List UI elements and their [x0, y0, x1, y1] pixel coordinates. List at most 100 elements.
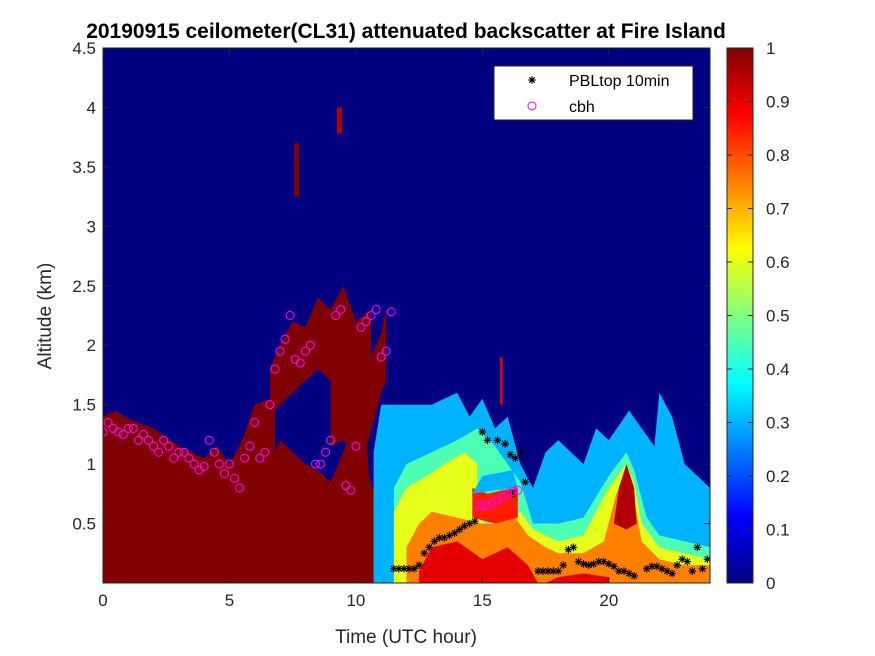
pbltop-point — [450, 529, 459, 537]
cbh-point — [305, 340, 315, 350]
x-tick-label: 15 — [473, 591, 492, 610]
pbltop-point — [415, 561, 423, 569]
cbh-point — [149, 441, 159, 451]
heatmap-region-8 — [472, 470, 518, 494]
pbltop-point — [569, 543, 578, 552]
heatmap-regions — [103, 107, 710, 583]
pbltop-point — [465, 519, 474, 528]
cbh-point — [255, 453, 265, 463]
cbh-point — [184, 453, 194, 463]
cbh-point — [245, 441, 255, 451]
pbltop-point — [445, 531, 454, 540]
colorbar-tick-label: 1 — [766, 39, 775, 58]
cbh-point — [295, 358, 305, 368]
heatmap-region-10 — [336, 107, 342, 134]
cbh-point — [326, 435, 336, 445]
heatmap-region-4 — [406, 470, 710, 583]
cbh-point — [477, 501, 487, 511]
pbltop-point — [683, 557, 692, 566]
cbh-point — [513, 485, 523, 495]
cbh-point — [376, 352, 386, 362]
plot-frame — [102, 47, 711, 584]
cbh-point — [270, 364, 280, 374]
cbh-point — [361, 316, 371, 326]
y-tick-label: 3.5 — [72, 158, 96, 177]
pbltop-point — [455, 525, 464, 534]
colorbar-tick-label: 0 — [766, 574, 775, 593]
colorbar-tick-label: 0.7 — [766, 200, 790, 219]
y-tick-label: 2 — [87, 336, 96, 355]
pbltop-point — [483, 436, 492, 445]
cbh-point — [169, 453, 179, 463]
pbltop-point — [539, 567, 547, 575]
cbh-point — [138, 429, 148, 439]
pbltop-point — [673, 561, 681, 569]
pbltop-point — [630, 572, 638, 580]
legend-circle-marker — [527, 101, 537, 111]
pbltop-point — [516, 448, 525, 457]
cbh-point — [265, 400, 275, 410]
cbh-point — [381, 346, 391, 356]
pbltop-point — [410, 564, 418, 573]
cbh-point — [346, 485, 356, 495]
pbltop-point — [478, 428, 487, 436]
cbh-point — [113, 427, 123, 437]
y-axis-label: Altitude (km) — [35, 263, 56, 370]
pbltop-point — [506, 450, 514, 459]
cbh-point — [164, 441, 174, 451]
cbh-point — [300, 346, 310, 356]
cbh-point — [240, 453, 250, 463]
cbh-point — [179, 447, 189, 457]
colorbar-tick-label: 0.3 — [766, 414, 790, 433]
pbltop-point — [703, 555, 710, 564]
cbh-point — [209, 447, 219, 457]
markers — [103, 305, 710, 580]
legend: PBLtop 10min cbh — [493, 65, 694, 121]
cbh-point — [128, 423, 138, 433]
pbltop-point — [574, 557, 583, 566]
pbltop-point — [615, 567, 623, 575]
pbltop-point — [584, 561, 593, 569]
x-axis-label: Time (UTC hour) — [335, 627, 477, 648]
cbh-point — [482, 501, 492, 511]
y-axis-ticks: 0.5 1 1.5 2 2.5 3 3.5 4 4.5 — [72, 39, 710, 534]
cbh-point — [275, 346, 285, 356]
cbh-point — [219, 469, 229, 479]
colorbar-tick-label: 0.8 — [766, 146, 790, 165]
cbh-point — [103, 418, 113, 427]
chart-title: 20190915 ceilometer(CL31) attenuated bac… — [86, 20, 726, 43]
colorbar-ticks: 0 0.1 0.2 0.3 0.4 0.5 0.6 0.7 0.8 0.9 1 — [727, 39, 790, 593]
cbh-point — [371, 305, 381, 315]
cbh-point — [503, 489, 513, 499]
cbh-point — [493, 495, 503, 505]
cbh-point — [189, 459, 199, 469]
plot-area — [102, 47, 711, 584]
cbh-point — [336, 305, 346, 315]
colorbar-tick-label: 0.5 — [766, 307, 790, 326]
y-tick-label: 2.5 — [72, 277, 96, 296]
pbltop-point — [470, 517, 479, 525]
cbh-point — [321, 447, 331, 457]
heatmap-region-0 — [103, 285, 407, 583]
x-tick-label: 10 — [346, 591, 365, 610]
cbh-point — [331, 311, 341, 320]
cbh-point — [366, 311, 376, 320]
pbltop-point — [698, 564, 707, 573]
pbltop-point — [653, 562, 661, 571]
cbh-point — [103, 427, 108, 437]
pbltop-point — [688, 567, 697, 575]
colorbar-tick-label: 0.9 — [766, 93, 790, 112]
x-tick-label: 20 — [599, 591, 618, 610]
colorbar-tick-label: 0.2 — [766, 467, 790, 486]
pbltop-point — [430, 537, 439, 546]
legend-label: cbh — [569, 99, 595, 116]
pbltop-point — [493, 436, 502, 445]
cbh-point — [472, 501, 482, 511]
heatmap-region-5 — [419, 541, 609, 583]
colorbar-tick-label: 0.6 — [766, 253, 790, 272]
pbltop-point — [554, 567, 563, 575]
legend-entry: cbh — [527, 99, 595, 116]
cbh-point — [123, 423, 133, 433]
pbltop-point — [511, 454, 520, 462]
